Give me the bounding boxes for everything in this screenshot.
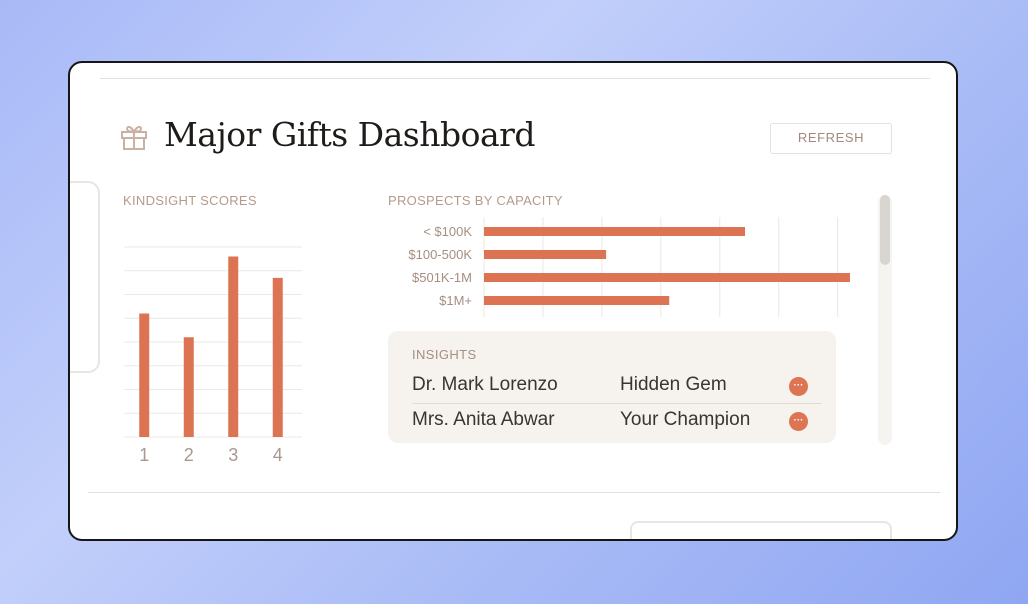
- more-options-icon[interactable]: ···: [789, 412, 808, 431]
- insight-tag: Your Champion: [620, 409, 751, 430]
- side-panel-tab[interactable]: [70, 181, 100, 373]
- more-options-icon[interactable]: ···: [789, 377, 808, 396]
- insights-panel: INSIGHTS Dr. Mark Lorenzo Hidden Gem ···…: [388, 331, 836, 443]
- insight-tag: Hidden Gem: [620, 374, 727, 395]
- x-tick-label: 3: [228, 445, 238, 465]
- prospects-by-capacity-label: PROSPECTS BY CAPACITY: [388, 193, 563, 208]
- y-tick-label: < $100K: [423, 224, 472, 239]
- bar: [272, 277, 283, 437]
- bar: [228, 256, 239, 437]
- insight-prospect-name: Dr. Mark Lorenzo: [412, 374, 558, 395]
- scrollbar-thumb[interactable]: [880, 195, 890, 265]
- bar: [183, 337, 194, 437]
- bar: [484, 227, 746, 236]
- x-tick-label: 1: [139, 445, 149, 465]
- bottom-divider: [88, 492, 940, 493]
- y-tick-label: $501K-1M: [412, 270, 472, 285]
- insights-label: INSIGHTS: [412, 347, 477, 362]
- x-tick-label: 4: [273, 445, 283, 465]
- insight-row[interactable]: Mrs. Anita Abwar Your Champion ···: [412, 404, 822, 438]
- bottom-panel-tab[interactable]: [630, 521, 892, 539]
- refresh-button[interactable]: REFRESH: [770, 123, 892, 154]
- y-tick-label: $100-500K: [408, 247, 472, 262]
- x-tick-label: 2: [184, 445, 194, 465]
- y-tick-label: $1M+: [439, 293, 472, 308]
- top-divider: [100, 78, 930, 79]
- insight-prospect-name: Mrs. Anita Abwar: [412, 409, 555, 430]
- dashboard-card: Major Gifts Dashboard REFRESH KINDSIGHT …: [68, 61, 958, 541]
- bar: [139, 313, 150, 437]
- bar: [484, 273, 850, 282]
- prospects-by-capacity-chart: < $100K $100-500K $501K-1M $1M+: [408, 217, 850, 317]
- bar: [484, 296, 670, 305]
- page-title: Major Gifts Dashboard: [164, 115, 536, 154]
- gift-icon: [121, 126, 147, 150]
- insight-row[interactable]: Dr. Mark Lorenzo Hidden Gem ···: [412, 369, 822, 404]
- kindsight-scores-label: KINDSIGHT SCORES: [123, 193, 257, 208]
- bar: [484, 250, 607, 259]
- kindsight-scores-chart: 1 2 3 4: [124, 246, 302, 465]
